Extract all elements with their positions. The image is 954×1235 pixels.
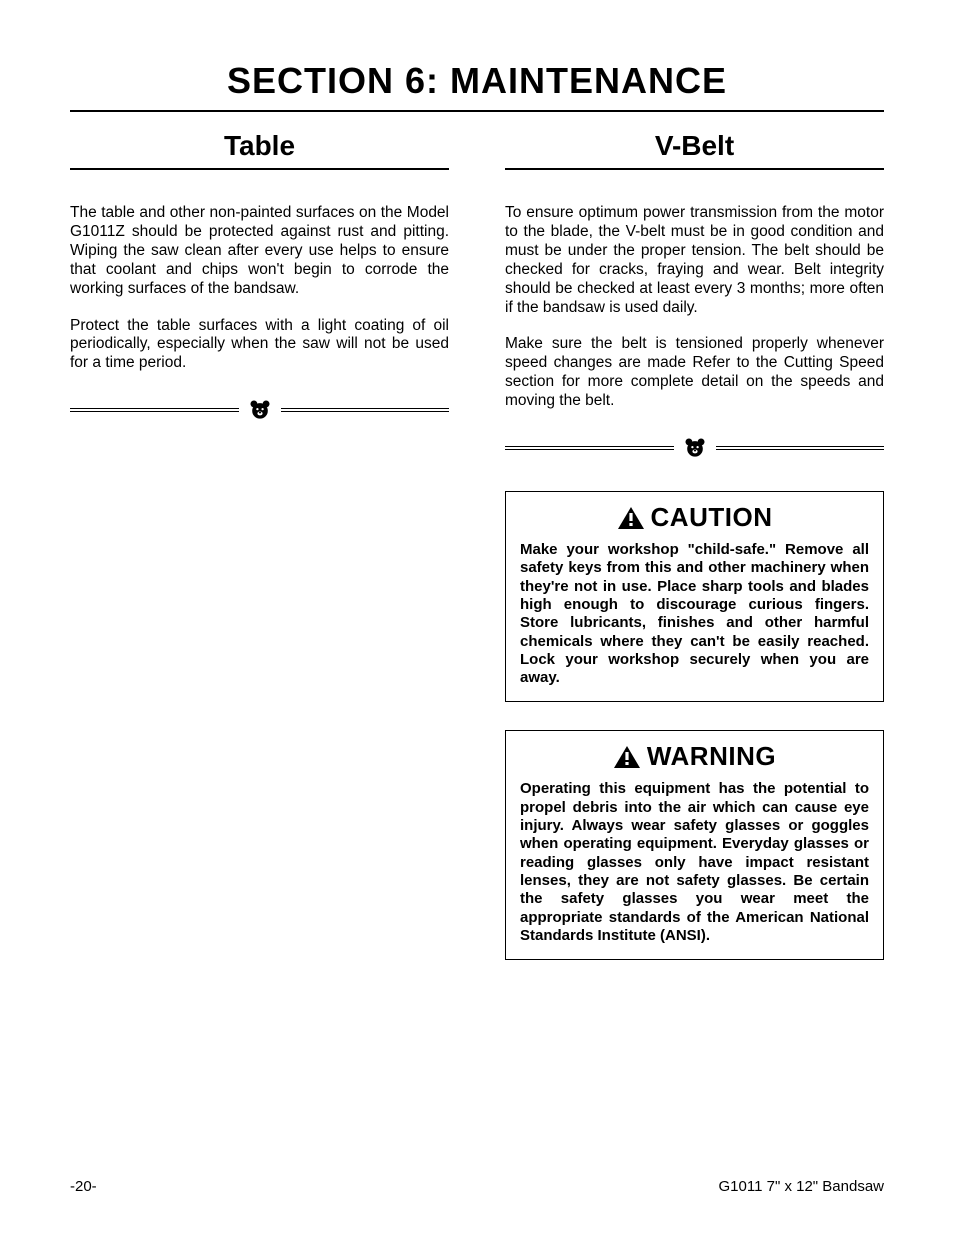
caution-box: CAUTION Make your workshop "child-safe."… [505,491,884,702]
columns: Table The table and other non-painted su… [70,130,884,960]
divider-line-left [70,408,239,412]
warning-text: Operating this equipment has the potenti… [520,780,869,945]
bear-icon [680,433,710,463]
divider-line-right [281,408,450,412]
divider-line-right [716,446,885,450]
left-para-2: Protect the table surfaces with a light … [70,317,449,374]
page-footer: -20- G1011 7" x 12" Bandsaw [70,1178,884,1195]
right-para-1: To ensure optimum power transmission fro… [505,204,884,317]
left-sub-title: Table [70,130,449,162]
caution-triangle-icon [617,506,645,530]
left-sub-rule [70,168,449,170]
bear-icon [245,395,275,425]
caution-text: Make your workshop "child-safe." Remove … [520,541,869,687]
left-para-1: The table and other non-painted surfaces… [70,204,449,299]
warning-header: WARNING [520,741,869,772]
right-sub-rule [505,168,884,170]
section-divider [70,395,449,425]
warning-label: WARNING [647,741,776,772]
doc-title: G1011 7" x 12" Bandsaw [719,1178,884,1195]
warning-box: WARNING Operating this equipment has the… [505,730,884,960]
right-column: V-Belt To ensure optimum power transmiss… [505,130,884,960]
section-title: SECTION 6: MAINTENANCE [70,60,884,112]
right-para-2: Make sure the belt is tensioned properly… [505,335,884,411]
divider-line-left [505,446,674,450]
caution-header: CAUTION [520,502,869,533]
right-sub-title: V-Belt [505,130,884,162]
warning-triangle-icon [613,745,641,769]
left-column: Table The table and other non-painted su… [70,130,449,960]
page-number: -20- [70,1178,97,1195]
caution-label: CAUTION [651,502,773,533]
section-divider [505,433,884,463]
